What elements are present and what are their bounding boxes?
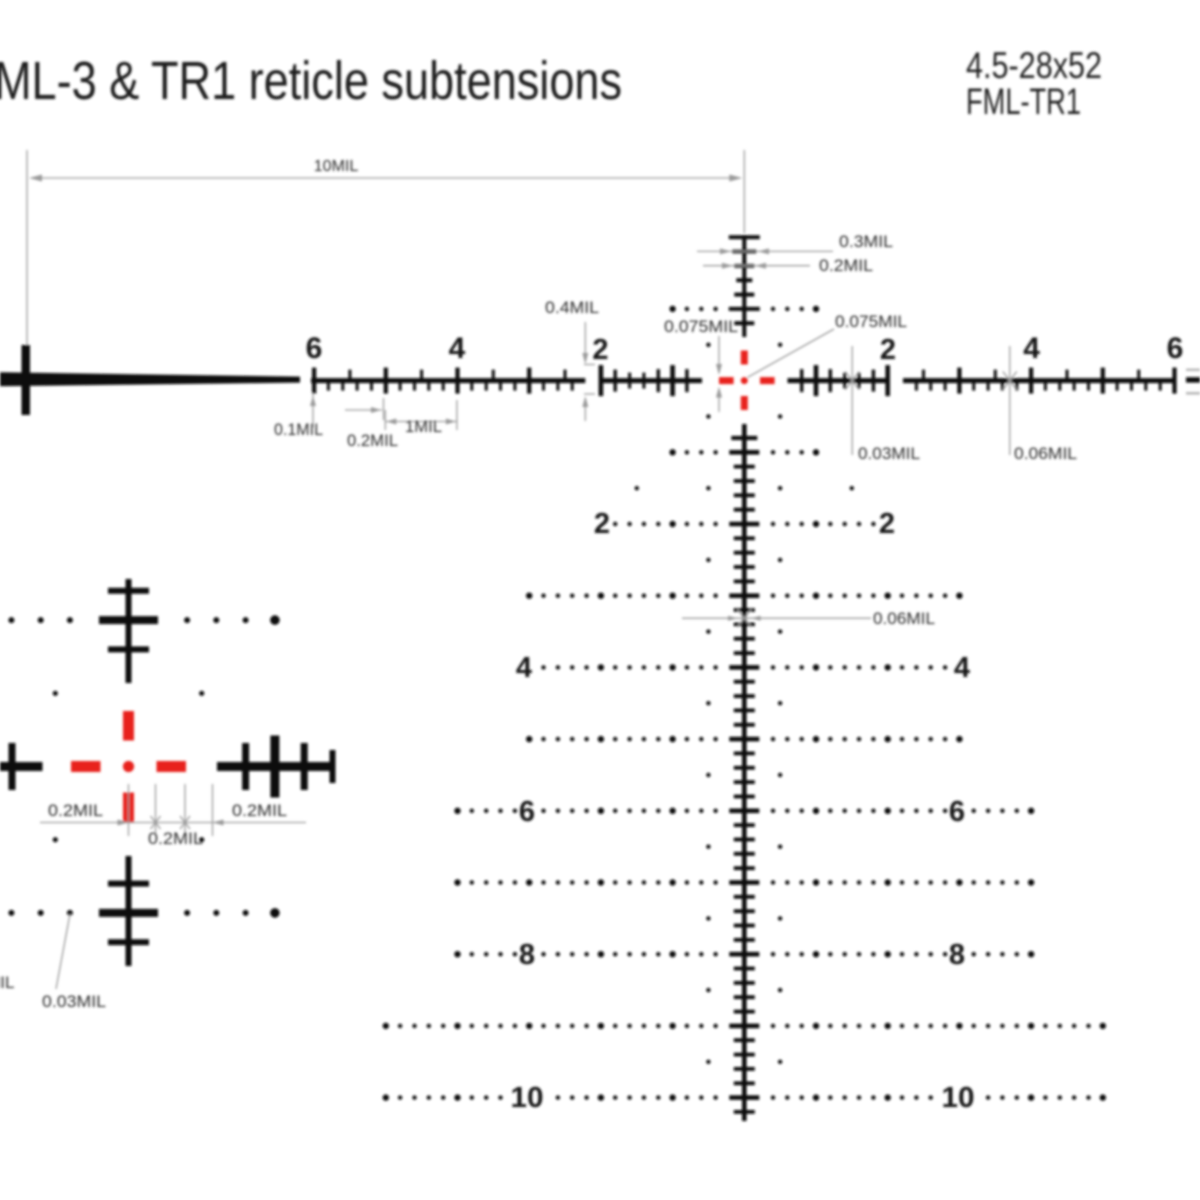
svg-text:8: 8 <box>949 939 965 971</box>
svg-text:2: 2 <box>879 508 895 540</box>
svg-text:4: 4 <box>954 652 970 684</box>
svg-text:10: 10 <box>942 1082 975 1114</box>
svg-text:2: 2 <box>592 334 608 366</box>
svg-text:FML-TR1: FML-TR1 <box>966 81 1081 122</box>
svg-text:10MIL: 10MIL <box>314 158 359 175</box>
svg-text:6: 6 <box>519 796 535 828</box>
svg-text:0.1MIL: 0.1MIL <box>274 420 323 439</box>
svg-text:0.2MIL: 0.2MIL <box>347 431 398 450</box>
svg-text:0.03MIL: 0.03MIL <box>42 992 106 1011</box>
svg-text:0.075MIL: 0.075MIL <box>835 312 907 331</box>
svg-text:0.03MIL: 0.03MIL <box>858 444 920 463</box>
svg-text:2: 2 <box>594 508 610 540</box>
svg-text:8: 8 <box>519 939 535 971</box>
svg-text:0.06MIL: 0.06MIL <box>1014 444 1077 463</box>
svg-text:0.06MIL: 0.06MIL <box>873 609 935 628</box>
svg-text:0.4MIL: 0.4MIL <box>545 298 599 317</box>
svg-text:0.3MIL: 0.3MIL <box>839 232 893 251</box>
svg-text:10: 10 <box>511 1082 544 1114</box>
svg-text:6: 6 <box>306 332 323 365</box>
svg-text:6: 6 <box>949 796 965 828</box>
svg-text:2: 2 <box>880 334 896 366</box>
svg-text:4: 4 <box>1023 332 1040 365</box>
svg-text:0.2MIL: 0.2MIL <box>819 256 873 275</box>
svg-text:4: 4 <box>449 332 466 365</box>
svg-text:0.2MIL: 0.2MIL <box>232 801 287 820</box>
svg-text:1MIL: 1MIL <box>405 417 442 436</box>
svg-text:0.2MIL: 0.2MIL <box>48 801 103 820</box>
svg-text:0.075MIL: 0.075MIL <box>664 317 738 336</box>
svg-text:4: 4 <box>516 652 532 684</box>
svg-text:ML-3 & TR1 reticle subtensions: ML-3 & TR1 reticle subtensions <box>0 51 622 111</box>
svg-text:4.5-28x52: 4.5-28x52 <box>966 45 1102 86</box>
svg-text:0.2MIL: 0.2MIL <box>148 829 203 848</box>
svg-text:6: 6 <box>1167 332 1184 365</box>
svg-text:0.06MIL: 0.06MIL <box>0 973 14 992</box>
